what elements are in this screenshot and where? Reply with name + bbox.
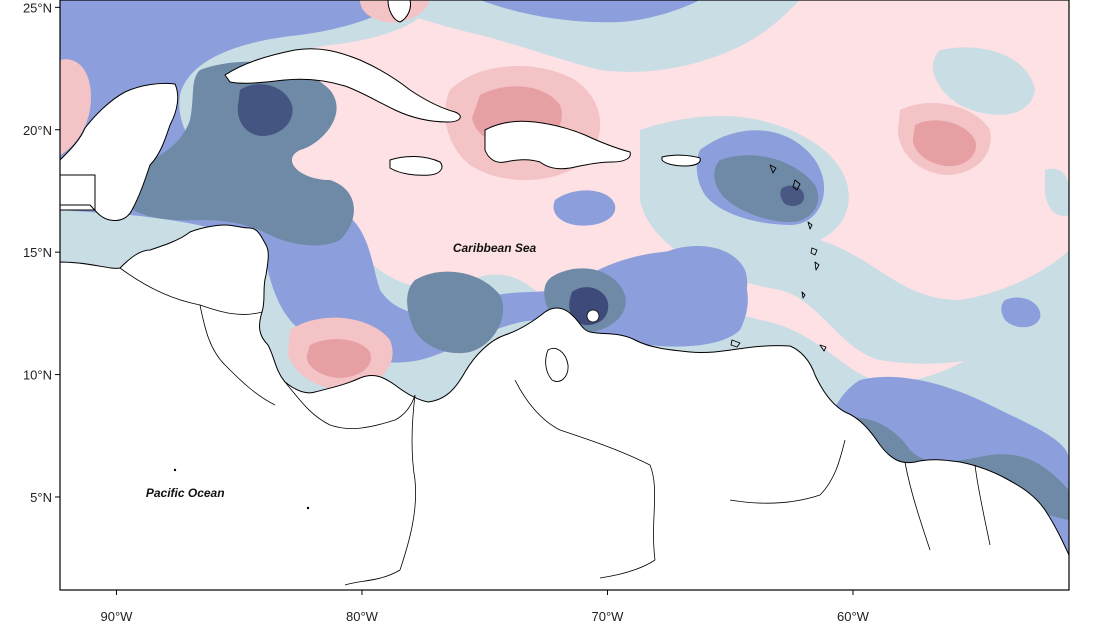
land-jamaica bbox=[389, 156, 443, 176]
land bbox=[60, 0, 1069, 590]
x-axis: 90°W 80°W 70°W 60°W bbox=[100, 590, 870, 624]
field-pos-mid-3 bbox=[912, 120, 976, 167]
island-dot bbox=[173, 468, 177, 472]
land-cuba bbox=[224, 48, 461, 123]
land-puerto-rico bbox=[661, 154, 701, 167]
field-cool-light-5 bbox=[1045, 168, 1069, 216]
land-central-south-america bbox=[60, 224, 1069, 590]
land-hispaniola bbox=[484, 120, 631, 170]
field-neg-light-4 bbox=[644, 246, 748, 331]
field-pos-mid-2 bbox=[306, 339, 371, 378]
field-cool-light-3 bbox=[380, 0, 800, 72]
y-tick-label: 5°N bbox=[30, 490, 52, 505]
field-neg-light-6 bbox=[1001, 297, 1041, 328]
place-label: Pacific Ocean bbox=[146, 486, 225, 500]
x-tick-label: 90°W bbox=[100, 609, 133, 624]
plot-border bbox=[59, 0, 1070, 591]
field-neg-strong-3 bbox=[780, 185, 805, 206]
y-tick-label: 10°N bbox=[23, 368, 52, 383]
y-tick-label: 25°N bbox=[23, 0, 52, 15]
lesser-antilles bbox=[730, 164, 827, 352]
y-tick-label: 20°N bbox=[23, 123, 52, 138]
place-label: Atlantic Ocean bbox=[893, 0, 978, 3]
field-neg-mid bbox=[125, 61, 354, 246]
aruba-curacao bbox=[586, 309, 600, 323]
field-neg-mid-2 bbox=[407, 271, 504, 354]
land-florida-bahamas bbox=[387, 0, 411, 23]
borders bbox=[119, 267, 991, 586]
y-axis: 25°N 20°N 15°N 10°N 5°N bbox=[23, 0, 60, 505]
field-cool-light-4 bbox=[932, 47, 1035, 115]
field-neg-light-3 bbox=[553, 190, 616, 226]
land-mexico bbox=[60, 0, 179, 221]
place-label: Caribbean Sea bbox=[453, 241, 537, 255]
island-dot bbox=[306, 506, 310, 510]
field-neg-light-7 bbox=[480, 0, 700, 23]
x-tick-label: 80°W bbox=[346, 609, 379, 624]
place-labels: Atlantic Ocean Caribbean Sea Pacific Ocean bbox=[146, 0, 979, 500]
field-neg-strong bbox=[237, 84, 293, 136]
x-tick-label: 70°W bbox=[591, 609, 624, 624]
lake-maracaibo bbox=[545, 347, 569, 382]
field-pos-light-4 bbox=[60, 59, 91, 156]
y-tick-label: 15°N bbox=[23, 245, 52, 260]
x-tick-label: 60°W bbox=[837, 609, 870, 624]
